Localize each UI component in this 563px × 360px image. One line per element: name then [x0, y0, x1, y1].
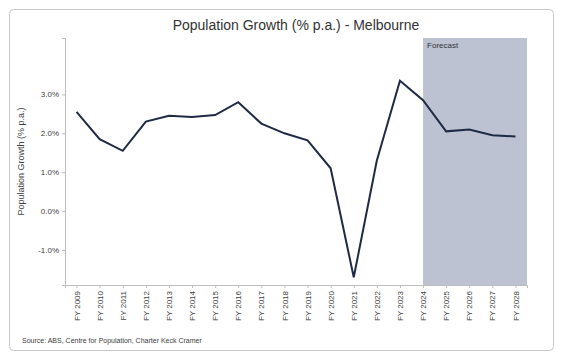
x-axis: FY 2009 FY 2010 FY 2011 FY 2012 FY 2013 FY 20…: [66, 285, 528, 321]
x-tick-mark: [469, 285, 470, 288]
forecast-region: [423, 38, 527, 285]
y-tick-label: 2.0%: [41, 129, 59, 138]
y-tick-mark: [62, 172, 65, 173]
x-tick-mark: [423, 285, 424, 288]
x-tick-mark: [192, 285, 193, 288]
x-tick-mark: [284, 285, 285, 288]
x-tick: FY 2015: [211, 285, 220, 321]
x-tick: FY 2022: [373, 285, 382, 321]
x-tick-mark: [331, 285, 332, 288]
chart: -1.0%0.0%1.0%2.0%3.0%FY 2009FY 2010FY 20…: [0, 0, 563, 360]
y-tick: -1.0%: [38, 246, 65, 255]
y-tick-mark: [62, 133, 65, 134]
x-tick: FY 2019: [304, 285, 313, 321]
y-axis: -1.0% 0.0% 1.0% 2.0% 3.0%: [38, 39, 65, 286]
x-tick-mark: [492, 285, 493, 288]
x-tick-label: FY 2023: [396, 290, 405, 321]
x-tick: FY 2020: [327, 285, 336, 321]
x-tick-label: FY 2017: [257, 290, 266, 321]
y-tick-label: 0.0%: [41, 207, 59, 216]
y-tick: 1.0%: [41, 168, 65, 177]
title: Population Growth (% p.a.) - Melbourne: [173, 17, 420, 33]
y-tick: 2.0%: [41, 129, 65, 138]
x-tick-label: FY 2019: [304, 290, 313, 321]
x-tick-label: FY 2011: [119, 290, 128, 320]
plot-area: [77, 38, 527, 285]
x-tick: FY 2023: [396, 285, 405, 321]
y-tick: 0.0%: [41, 207, 65, 216]
x-tick-label: FY 2022: [373, 290, 382, 321]
y-tick: 3.0%: [41, 90, 65, 99]
x-tick: FY 2014: [188, 285, 197, 321]
x-tick: FY 2013: [165, 285, 174, 321]
x-tick-label: FY 2009: [73, 290, 82, 321]
series-line: [77, 81, 516, 277]
x-tick: FY 2021: [350, 285, 359, 321]
x-tick-label: FY 2014: [188, 290, 197, 321]
x-tick-label: FY 2015: [211, 290, 220, 321]
y-tick-label: 3.0%: [41, 90, 59, 99]
source-note: Source: ABS, Centre for Population, Char…: [22, 337, 202, 345]
y-tick-mark: [62, 211, 65, 212]
x-tick-mark: [238, 285, 239, 288]
x-tick: FY 2027: [488, 285, 497, 321]
y-axis-title: Population Growth (% p.a.): [16, 107, 26, 215]
x-tick: FY 2010: [96, 285, 105, 321]
x-tick-mark: [123, 285, 124, 288]
x-tick-mark: [308, 285, 309, 288]
x-tick-mark: [515, 285, 516, 288]
x-tick-label: FY 2010: [96, 290, 105, 321]
x-tick-label: FY 2028: [512, 290, 521, 321]
x-tick-mark: [146, 285, 147, 288]
y-tick-mark: [62, 250, 65, 251]
x-tick: FY 2024: [419, 285, 428, 321]
x-tick-label: FY 2013: [165, 290, 174, 321]
x-axis-line: [66, 286, 528, 289]
x-tick-mark: [377, 285, 378, 288]
x-tick: FY 2012: [142, 285, 151, 321]
annotation: Forecast: [427, 41, 459, 50]
y-tick-label: -1.0%: [38, 246, 59, 255]
y-axis-line: [62, 39, 66, 286]
x-tick-mark: [446, 285, 447, 288]
x-tick-label: FY 2025: [442, 290, 451, 321]
x-tick-mark: [261, 285, 262, 288]
x-tick-label: FY 2027: [488, 290, 497, 321]
x-tick-label: FY 2012: [142, 290, 151, 321]
x-tick-label: FY 2016: [234, 290, 243, 321]
x-tick: FY 2011: [119, 285, 128, 321]
x-tick-label: FY 2018: [281, 290, 290, 321]
frame: [10, 10, 554, 351]
x-tick-mark: [400, 285, 401, 288]
x-tick-mark: [354, 285, 355, 288]
x-tick-mark: [100, 285, 101, 288]
x-tick: FY 2026: [465, 285, 474, 321]
x-tick-label: FY 2021: [350, 290, 359, 321]
x-tick-label: FY 2024: [419, 290, 428, 321]
x-tick: FY 2028: [512, 285, 521, 321]
x-tick-label: FY 2026: [465, 290, 474, 321]
x-tick: FY 2016: [234, 285, 243, 321]
x-tick-label: FY 2020: [327, 290, 336, 321]
x-tick-mark: [169, 285, 170, 288]
y-tick-label: 1.0%: [41, 168, 59, 177]
x-tick: FY 2025: [442, 285, 451, 321]
x-tick-mark: [215, 285, 216, 288]
x-tick: FY 2009: [73, 285, 82, 321]
x-tick: FY 2017: [257, 285, 266, 321]
x-tick-mark: [77, 285, 78, 288]
y-tick-mark: [62, 94, 65, 95]
x-tick: FY 2018: [281, 285, 290, 321]
